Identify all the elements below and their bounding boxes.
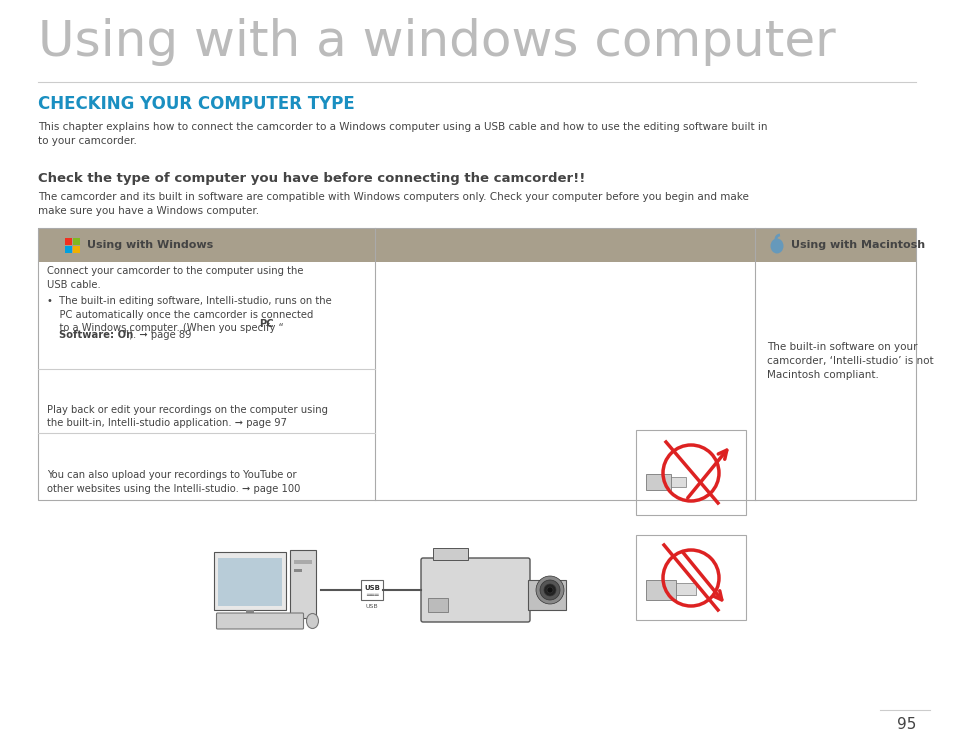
- Text: You can also upload your recordings to YouTube or
other websites using the Intel: You can also upload your recordings to Y…: [47, 470, 300, 494]
- FancyBboxPatch shape: [216, 613, 303, 629]
- Bar: [294, 569, 302, 572]
- Circle shape: [546, 587, 553, 593]
- Bar: [38, 228, 915, 500]
- Text: •  The built-in editing software, Intelli-studio, runs on the
    PC automatical: • The built-in editing software, Intelli…: [47, 296, 332, 333]
- Bar: [66, 245, 72, 253]
- Text: Using with Windows: Using with Windows: [87, 240, 213, 250]
- Bar: [527, 580, 565, 610]
- FancyBboxPatch shape: [636, 430, 745, 515]
- Bar: [670, 477, 685, 487]
- Text: Play back or edit your recordings on the computer using
the built-in, Intelli-st: Play back or edit your recordings on the…: [47, 404, 328, 429]
- Bar: [232, 618, 268, 623]
- Bar: [433, 548, 468, 560]
- Text: This chapter explains how to connect the camcorder to a Windows computer using a: This chapter explains how to connect the…: [38, 122, 767, 146]
- FancyBboxPatch shape: [636, 535, 745, 620]
- Bar: [294, 560, 312, 564]
- Bar: [645, 474, 670, 490]
- Text: USB: USB: [365, 604, 378, 609]
- Text: Check the type of computer you have before connecting the camcorder!!: Check the type of computer you have befo…: [38, 172, 585, 185]
- Text: Software: On: Software: On: [59, 330, 133, 340]
- Text: USB: USB: [364, 585, 379, 591]
- Bar: [246, 610, 253, 618]
- FancyBboxPatch shape: [290, 550, 315, 618]
- Circle shape: [543, 584, 556, 596]
- Bar: [754, 228, 915, 262]
- Circle shape: [539, 580, 559, 600]
- Text: 95: 95: [896, 717, 915, 730]
- Text: Connect your camcorder to the computer using the
USB cable.: Connect your camcorder to the computer u…: [47, 266, 303, 290]
- Text: ”). ➞ page 89: ”). ➞ page 89: [124, 330, 192, 340]
- Bar: [73, 245, 80, 253]
- Ellipse shape: [306, 613, 318, 629]
- Ellipse shape: [770, 239, 782, 253]
- Text: Using with a windows computer: Using with a windows computer: [38, 18, 835, 66]
- Circle shape: [536, 576, 563, 604]
- Bar: [375, 228, 754, 262]
- Bar: [360, 580, 382, 600]
- Text: CHECKING YOUR COMPUTER TYPE: CHECKING YOUR COMPUTER TYPE: [38, 95, 355, 113]
- Bar: [645, 580, 676, 600]
- Bar: [73, 237, 80, 245]
- Text: PC: PC: [258, 319, 274, 329]
- Text: The built-in software on your
camcorder, ‘Intelli-studio’ is not
Macintosh compl: The built-in software on your camcorder,…: [766, 342, 933, 380]
- Bar: [38, 228, 375, 262]
- FancyBboxPatch shape: [213, 552, 286, 610]
- Bar: [676, 583, 696, 595]
- FancyBboxPatch shape: [420, 558, 530, 622]
- Text: ═══: ═══: [365, 591, 378, 597]
- Bar: [66, 237, 72, 245]
- Text: Using with Macintosh: Using with Macintosh: [790, 240, 924, 250]
- Text: The camcorder and its built in software are compatible with Windows computers on: The camcorder and its built in software …: [38, 192, 748, 216]
- Bar: [428, 598, 448, 612]
- Bar: [38, 262, 915, 500]
- Bar: [218, 558, 282, 606]
